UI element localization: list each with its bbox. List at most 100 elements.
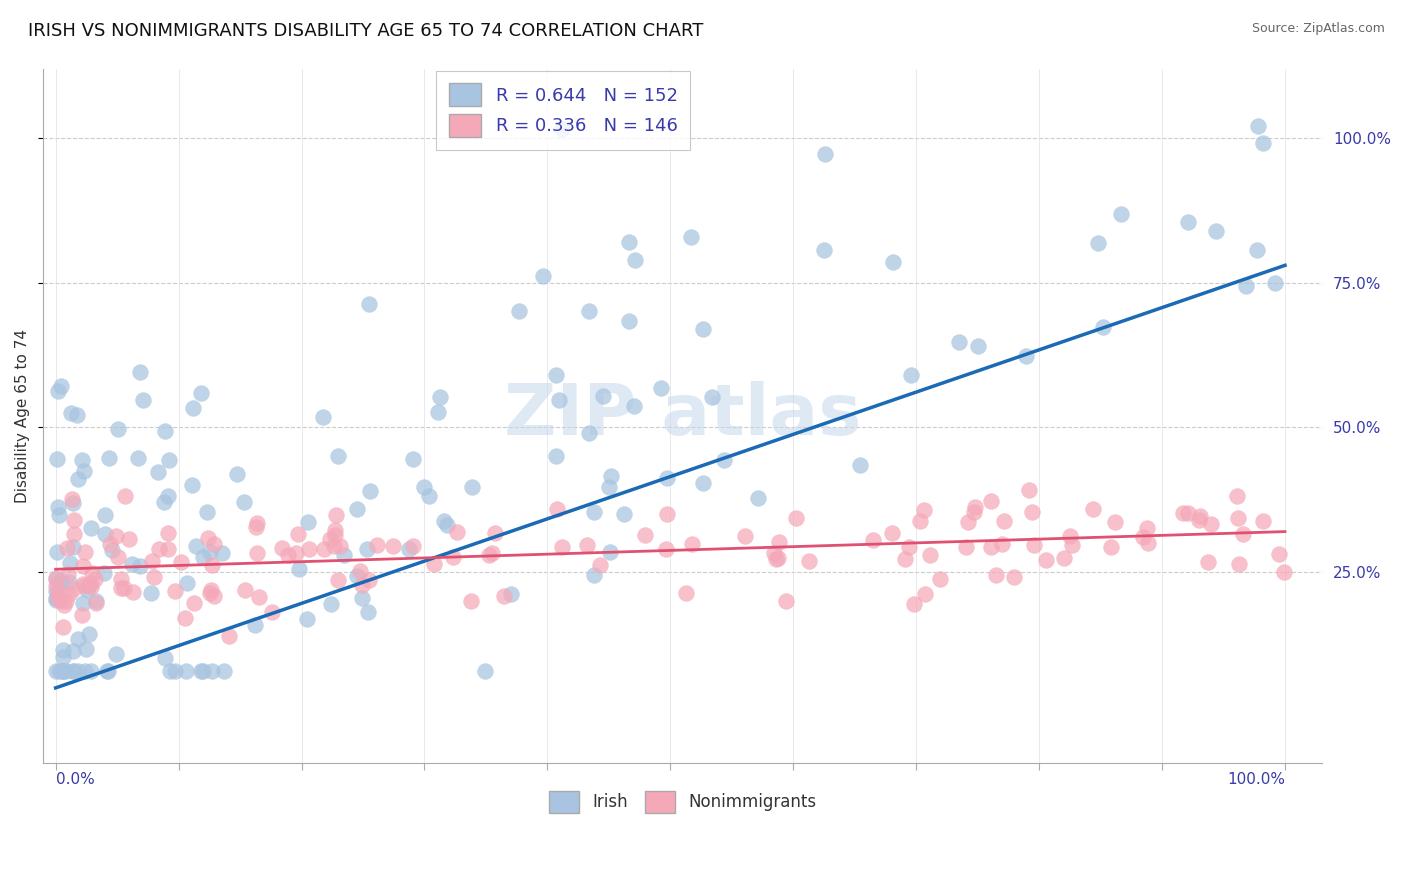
Point xyxy=(52,642,75,657)
Point xyxy=(955,540,977,554)
Point xyxy=(45,579,67,593)
Point xyxy=(702,390,724,404)
Point xyxy=(1136,535,1159,549)
Text: IRISH VS NONIMMIGRANTS DISABILITY AGE 65 TO 74 CORRELATION CHART: IRISH VS NONIMMIGRANTS DISABILITY AGE 65… xyxy=(28,22,703,40)
Point xyxy=(298,541,321,556)
Point xyxy=(578,425,600,440)
Point xyxy=(62,540,84,554)
Point xyxy=(1251,136,1274,150)
Point xyxy=(357,296,380,310)
Point xyxy=(45,571,67,585)
Point xyxy=(1227,557,1250,571)
Point xyxy=(1109,207,1132,221)
Point xyxy=(508,303,530,318)
Point xyxy=(797,553,820,567)
Point xyxy=(768,534,790,549)
Point xyxy=(56,566,79,581)
Point xyxy=(446,525,468,540)
Point xyxy=(402,539,425,553)
Point xyxy=(963,504,986,518)
Point xyxy=(598,480,620,494)
Point xyxy=(84,596,107,610)
Point xyxy=(655,471,678,485)
Point xyxy=(484,526,506,541)
Point xyxy=(634,528,657,542)
Point xyxy=(191,664,214,678)
Point xyxy=(80,521,103,535)
Point xyxy=(655,542,678,557)
Point xyxy=(285,546,308,560)
Point xyxy=(163,664,186,678)
Point xyxy=(233,582,256,597)
Point xyxy=(73,464,96,478)
Point xyxy=(97,664,120,678)
Point xyxy=(766,551,789,566)
Point xyxy=(100,542,122,557)
Point xyxy=(980,541,1002,555)
Point xyxy=(52,664,75,678)
Point xyxy=(1035,553,1057,567)
Point xyxy=(170,555,193,569)
Point xyxy=(929,572,952,586)
Point xyxy=(287,526,309,541)
Point xyxy=(1104,515,1126,529)
Point xyxy=(1173,507,1195,521)
Point xyxy=(546,502,568,516)
Point xyxy=(1234,279,1257,293)
Point xyxy=(1002,570,1025,584)
Point xyxy=(45,592,67,607)
Point xyxy=(46,592,69,607)
Point xyxy=(212,664,235,678)
Point xyxy=(93,566,115,580)
Point xyxy=(45,545,67,559)
Point xyxy=(202,589,225,603)
Point xyxy=(460,594,482,608)
Point xyxy=(45,584,67,599)
Point xyxy=(433,514,456,528)
Point xyxy=(402,452,425,467)
Point xyxy=(156,526,179,541)
Point xyxy=(55,594,77,608)
Point xyxy=(62,664,84,678)
Point xyxy=(880,525,903,540)
Point xyxy=(323,539,346,553)
Point xyxy=(894,552,917,566)
Point xyxy=(191,549,214,564)
Point xyxy=(73,579,96,593)
Point xyxy=(98,537,121,551)
Point xyxy=(346,502,368,516)
Point xyxy=(600,468,623,483)
Point xyxy=(474,664,496,678)
Point xyxy=(218,629,240,643)
Point xyxy=(107,549,129,564)
Point xyxy=(262,605,284,619)
Point xyxy=(72,559,94,574)
Point xyxy=(52,620,75,634)
Point xyxy=(72,596,94,610)
Point xyxy=(184,539,207,553)
Point xyxy=(75,642,97,657)
Point xyxy=(201,664,224,678)
Point xyxy=(67,664,90,678)
Point xyxy=(51,650,73,665)
Point xyxy=(481,546,503,560)
Point xyxy=(1060,538,1083,552)
Point xyxy=(190,664,212,678)
Point xyxy=(139,586,162,600)
Point xyxy=(52,598,75,612)
Point xyxy=(288,561,311,575)
Point xyxy=(1227,511,1250,525)
Point xyxy=(1177,215,1199,229)
Point xyxy=(76,582,98,597)
Point xyxy=(1136,521,1159,535)
Point xyxy=(245,618,267,632)
Point xyxy=(623,399,645,413)
Point xyxy=(346,569,368,583)
Point xyxy=(679,230,702,244)
Point xyxy=(45,664,67,678)
Point xyxy=(423,558,446,572)
Point xyxy=(195,505,218,519)
Point xyxy=(62,496,84,510)
Point xyxy=(59,556,82,570)
Point xyxy=(129,365,152,379)
